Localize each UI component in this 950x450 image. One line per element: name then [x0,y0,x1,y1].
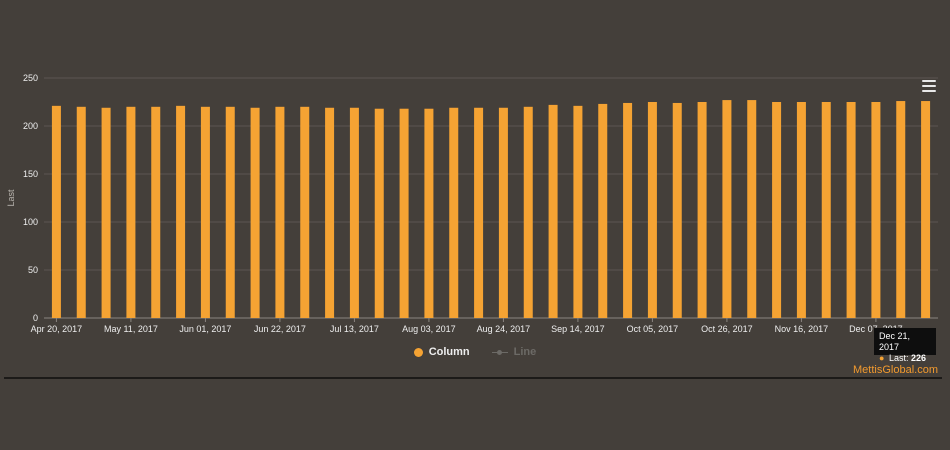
legend-line-marker [491,348,508,357]
y-tick-label: 0 [33,313,38,323]
chart-tooltip: Dec 21, 2017 ● Last: 226 [874,328,936,363]
bar [523,106,533,318]
tooltip-label: Last: [888,353,909,363]
x-tick-label: Jun 01, 2017 [179,324,231,334]
bar [548,104,558,318]
legend-item-column[interactable]: Column [413,346,470,358]
tooltip-marker-icon: ● [879,353,885,363]
bar [647,102,657,318]
bar [796,102,806,318]
bar [151,106,161,318]
bar [722,100,732,318]
bar [896,101,906,318]
bar [821,102,831,318]
x-tick-label: May 11, 2017 [104,324,158,334]
bar [747,100,757,318]
x-tick-label: Sep 14, 2017 [551,324,605,334]
bar [250,107,260,318]
bar [672,102,682,319]
bar [76,106,86,318]
x-tick-label: Jul 13, 2017 [330,324,379,334]
bar [275,106,285,318]
bar [498,107,508,318]
bar [349,107,359,318]
bar [623,102,633,319]
bar [176,105,186,318]
divider [4,377,942,379]
y-tick-label: 150 [23,169,38,179]
x-tick-label: Nov 16, 2017 [775,324,829,334]
tooltip-value: 226 [910,353,927,363]
x-tick-label: Oct 05, 2017 [627,324,679,334]
bar [772,102,782,318]
bar [449,107,459,318]
legend-column-marker [413,347,423,357]
y-axis-title: Last [6,189,16,207]
y-tick-label: 100 [23,217,38,227]
x-tick-label: Aug 03, 2017 [402,324,456,334]
bar [424,108,434,318]
x-tick-label: Aug 24, 2017 [477,324,531,334]
bar [474,107,484,318]
y-tick-label: 50 [28,265,38,275]
chart-legend: Column Line [0,346,950,358]
bar [126,106,136,318]
bar [573,105,583,318]
bar [374,108,384,318]
bar [399,108,409,318]
bar [325,107,335,318]
menu-icon [922,80,936,82]
bar [871,102,881,318]
bar [101,107,111,318]
tooltip-value-row: ● Last: 226 [879,353,931,364]
bar [300,106,310,318]
chart-menu-button[interactable] [922,80,936,92]
y-tick-label: 250 [23,73,38,83]
bar [846,102,856,318]
bar [598,103,608,318]
bar [51,105,61,318]
bar [921,101,931,318]
x-tick-label: Jun 22, 2017 [254,324,306,334]
bar [200,106,210,318]
bar [225,106,235,318]
bar [697,102,707,318]
y-tick-label: 200 [23,121,38,131]
x-tick-label: Apr 20, 2017 [31,324,83,334]
legend-line-label: Line [513,346,537,358]
credit-link[interactable]: MettisGlobal.com [853,364,938,376]
tooltip-date: Dec 21, 2017 [879,331,911,352]
legend-item-line[interactable]: Line [491,346,537,358]
x-tick-label: Oct 26, 2017 [701,324,753,334]
legend-column-label: Column [428,346,470,358]
